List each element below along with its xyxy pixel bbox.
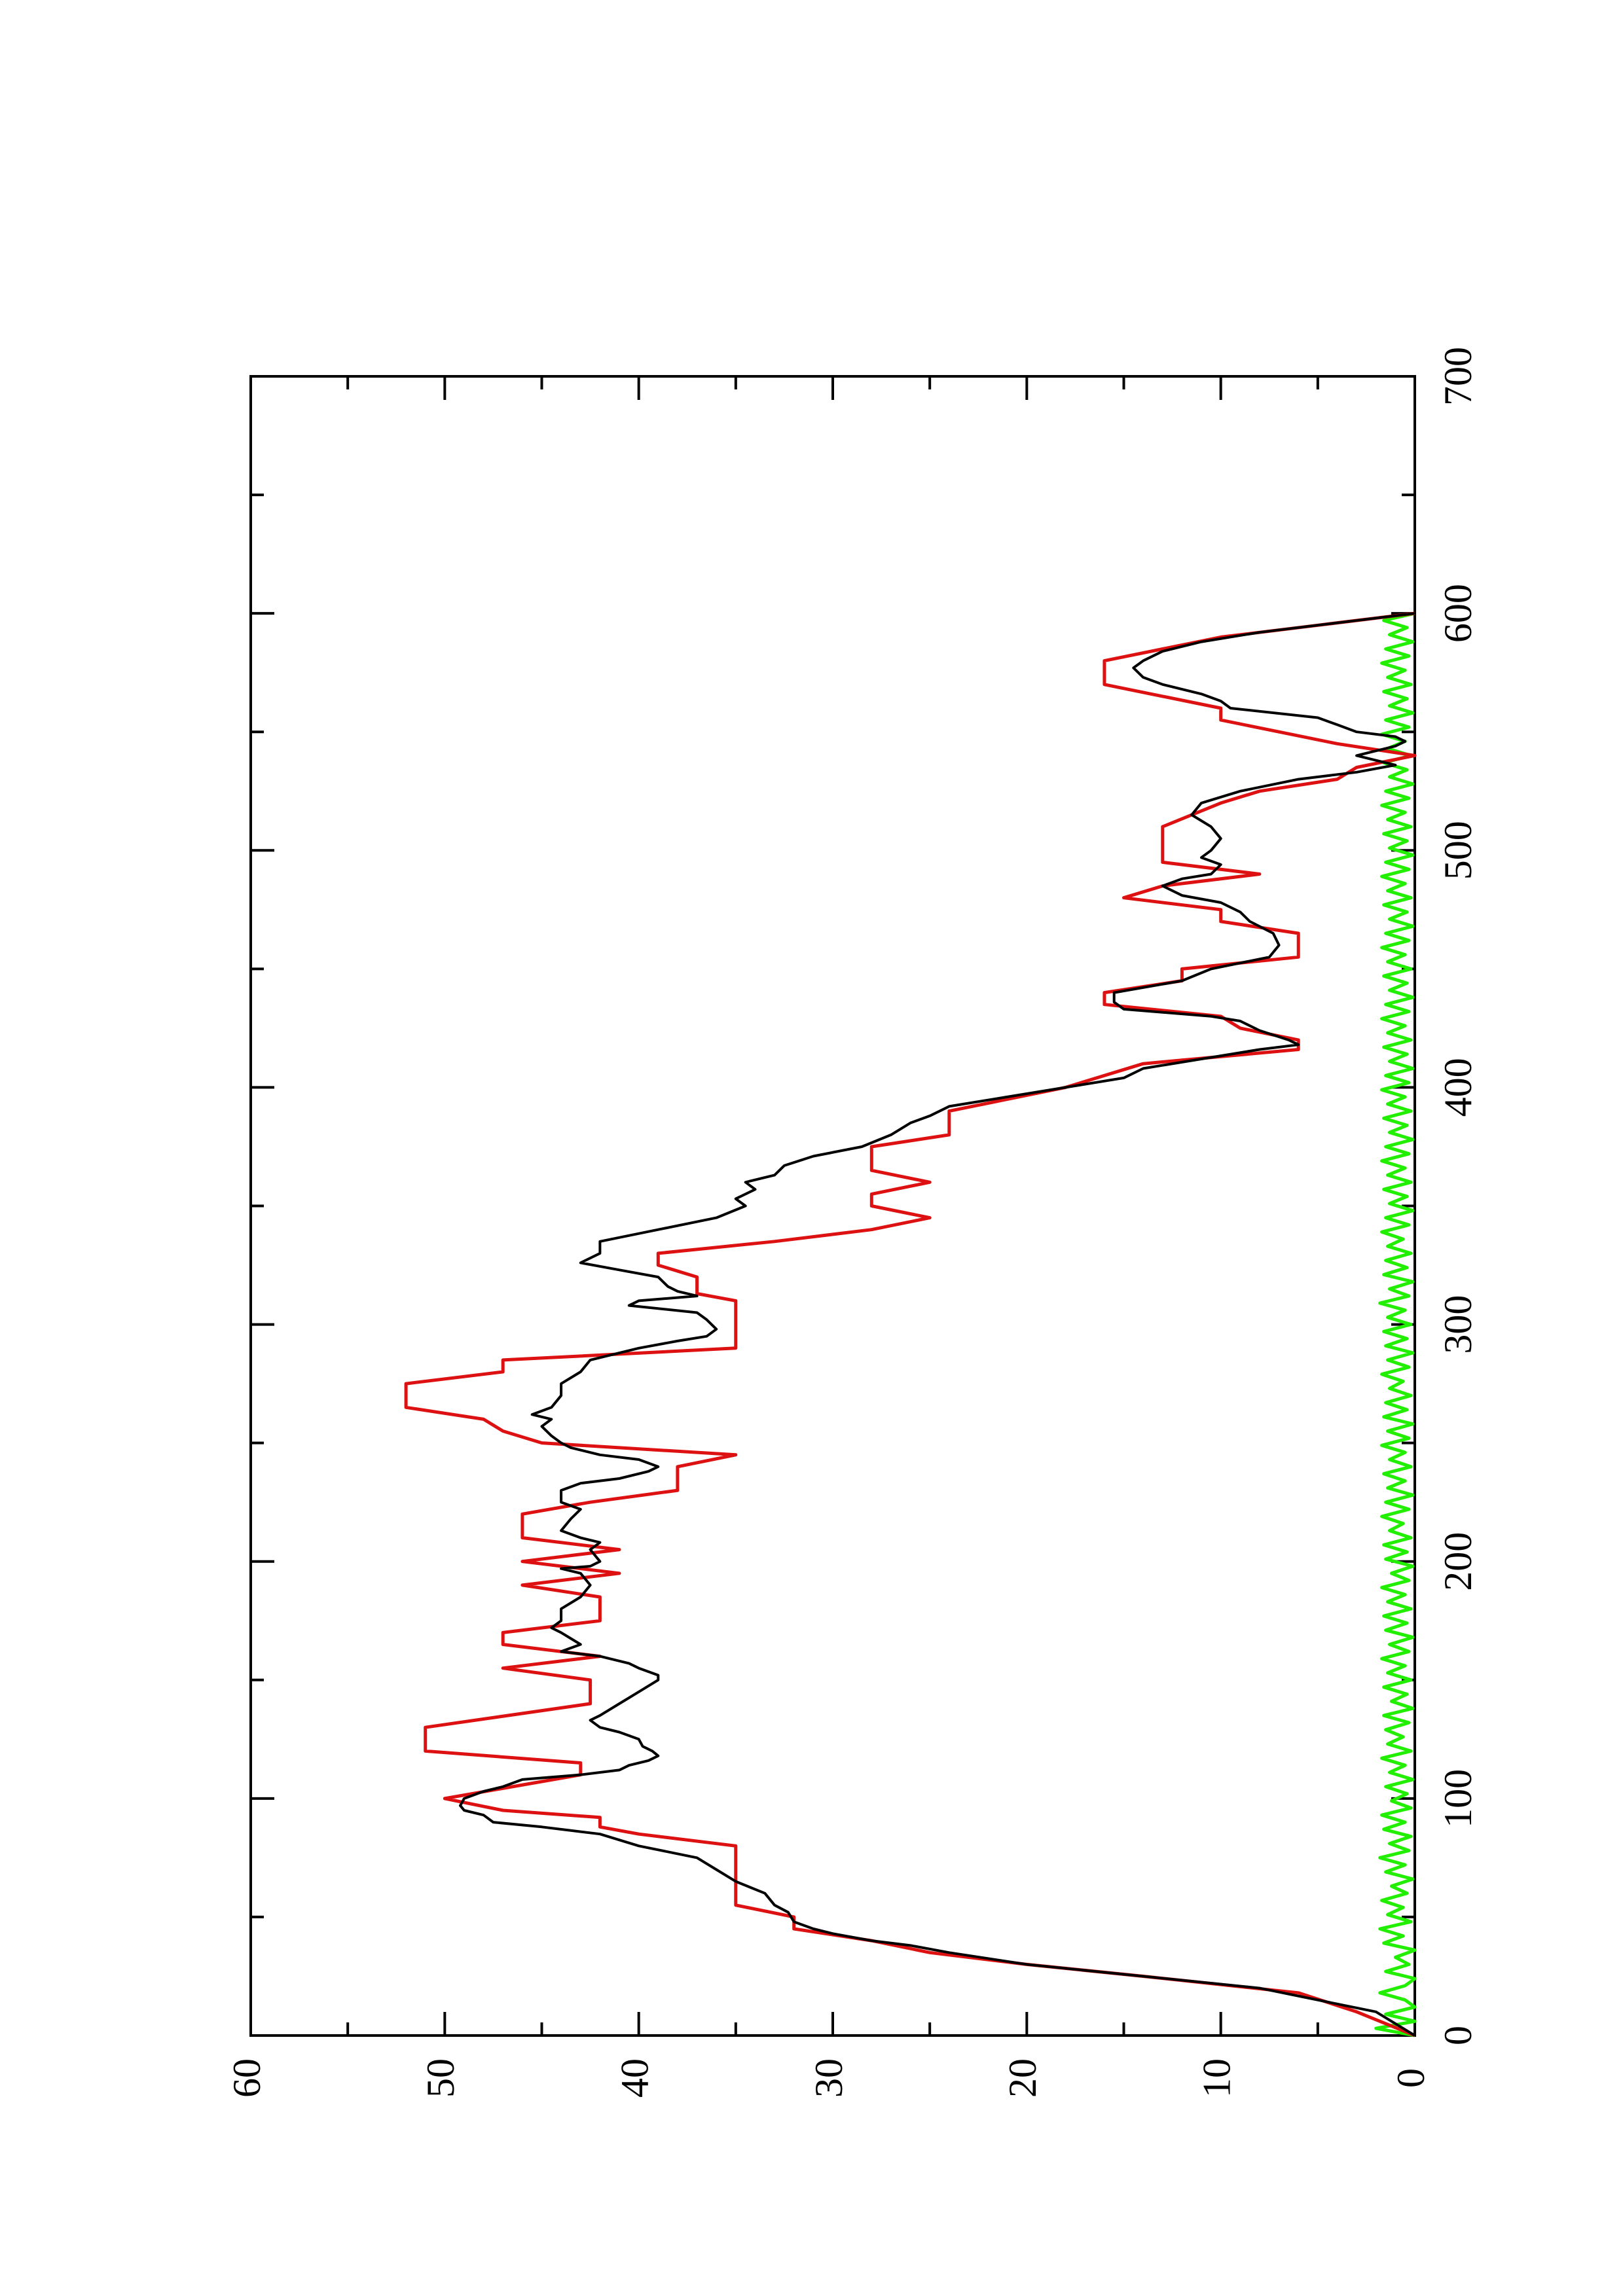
- x-tick-label: 400: [1436, 1058, 1480, 1117]
- y-tick-label: 20: [1001, 2058, 1044, 2098]
- y-tick-label: 10: [1195, 2058, 1238, 2098]
- y-tick-label: 0: [1389, 2068, 1432, 2088]
- x-tick-label: 300: [1436, 1295, 1480, 1354]
- series-black-line: [459, 612, 1416, 2037]
- axis-ticks: [249, 375, 1416, 2037]
- x-tick-label: 700: [1436, 347, 1480, 406]
- y-tick-label: 40: [613, 2058, 656, 2098]
- x-tick-label: 200: [1436, 1532, 1480, 1591]
- x-tick-label: 600: [1436, 584, 1480, 643]
- plot-frame: [249, 375, 1416, 2037]
- x-tick-label: 0: [1436, 2026, 1480, 2045]
- tick-labels: 0 100 200 300 400 500 600 700 0 10 20 30 40 50 60: [225, 347, 1480, 2098]
- y-tick-label: 60: [225, 2058, 268, 2098]
- series-green-line: [1374, 611, 1417, 2037]
- series-red-line: [404, 611, 1417, 2037]
- y-tick-label: 30: [807, 2058, 850, 2098]
- x-tick-label: 500: [1436, 821, 1480, 880]
- y-tick-label: 50: [419, 2058, 462, 2098]
- x-tick-label: 100: [1436, 1769, 1480, 1828]
- series-group: [404, 611, 1417, 2037]
